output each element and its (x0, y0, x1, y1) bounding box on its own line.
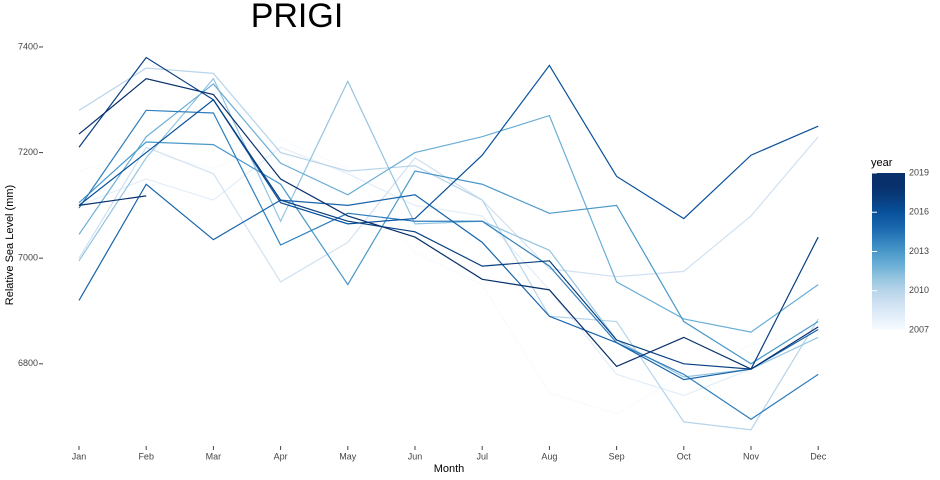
series-line (78, 109, 819, 420)
series-line (78, 77, 819, 378)
x-tick-label: Oct (677, 451, 692, 461)
colorbar-label: 2010 (909, 285, 929, 295)
x-tick-label: Dec (810, 451, 827, 461)
x-tick-label: Jun (408, 451, 423, 461)
colorbar-label: 2013 (909, 246, 929, 256)
y-tick-label: 6800 (18, 358, 38, 368)
series-line (78, 56, 819, 370)
chart-title: PRIGI (251, 0, 344, 35)
x-tick-label: Apr (274, 451, 288, 461)
series-line (78, 146, 819, 397)
series-line (78, 136, 819, 283)
x-tick-label: Mar (206, 451, 222, 461)
x-tick-label: May (339, 451, 357, 461)
colorbar-label: 2016 (909, 207, 929, 217)
series-line (78, 64, 819, 225)
x-tick-label: Feb (138, 451, 154, 461)
colorbar-label: 2007 (909, 324, 929, 334)
x-tick-label: Aug (541, 451, 557, 461)
series-line (78, 183, 819, 381)
y-tick-label: 7000 (18, 253, 38, 263)
x-tick-label: Sep (609, 451, 625, 461)
colorbar (872, 173, 905, 330)
y-tick-label: 7400 (18, 41, 38, 51)
series-line (78, 141, 819, 365)
series-line (78, 138, 819, 415)
y-tick-label: 7200 (18, 147, 38, 157)
x-tick-label: Jan (72, 451, 87, 461)
series-line (78, 195, 147, 206)
series-line (78, 67, 819, 431)
x-tick-label: Jul (476, 451, 488, 461)
series-line (78, 83, 819, 333)
y-axis-label: Relative Sea Level (mm) (4, 185, 16, 305)
x-axis-label: Month (434, 463, 465, 475)
colorbar-label: 2019 (909, 167, 929, 177)
series-line (78, 77, 819, 370)
legend-title: year (871, 157, 893, 169)
x-tick-label: Nov (743, 451, 760, 461)
